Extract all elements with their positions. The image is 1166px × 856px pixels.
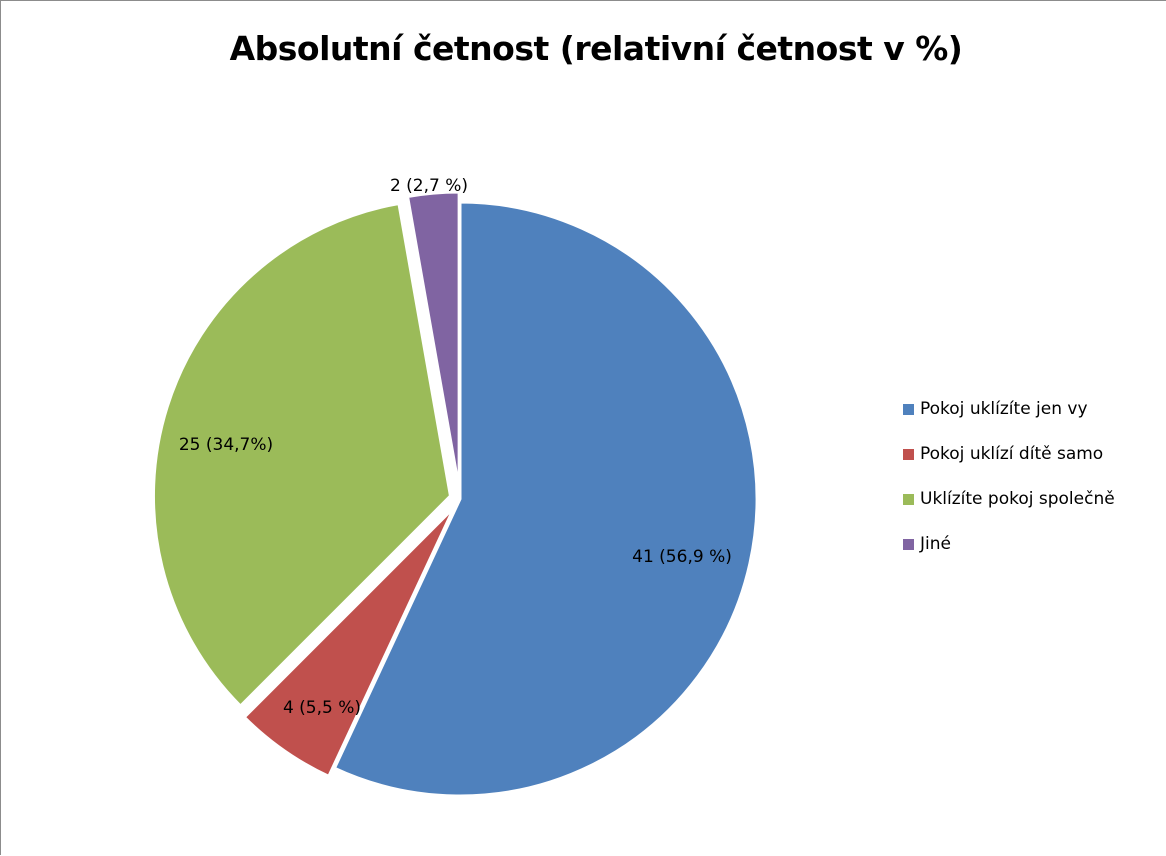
pie-slice-2 bbox=[152, 202, 452, 708]
legend-swatch-purple bbox=[903, 538, 914, 550]
chart-title: Absolutní četnost (relativní četnost v %… bbox=[229, 29, 963, 68]
legend-label: Pokoj uklízí dítě samo bbox=[920, 444, 1104, 464]
pie-data-labels: 41 (56,9 %) 4 (5,5 %) 25 (34,7%) 2 (2,7 %) bbox=[179, 176, 732, 718]
data-label-2: 25 (34,7%) bbox=[179, 435, 273, 455]
legend-label: Pokoj uklízíte jen vy bbox=[920, 399, 1088, 419]
legend-item-uklizite-pokoj-spolecne: Uklízíte pokoj společně bbox=[903, 487, 1115, 511]
pie-slice-1 bbox=[242, 505, 456, 778]
pie-slice-0 bbox=[332, 200, 759, 798]
legend-label: Jiné bbox=[920, 534, 951, 554]
legend-swatch-blue bbox=[903, 403, 914, 415]
data-label-0: 41 (56,9 %) bbox=[632, 547, 732, 567]
pie-slice-3 bbox=[406, 190, 461, 491]
data-label-1: 4 (5,5 %) bbox=[283, 698, 361, 718]
legend-item-pokoj-uklizite-jen-vy: Pokoj uklízíte jen vy bbox=[903, 397, 1115, 421]
legend-swatch-green bbox=[903, 493, 914, 505]
pie-slices bbox=[152, 190, 759, 798]
legend-item-pokoj-uklizi-dite-samo: Pokoj uklízí dítě samo bbox=[903, 442, 1115, 466]
legend-item-jine: Jiné bbox=[903, 532, 1115, 556]
chart-legend: Pokoj uklízíte jen vy Pokoj uklízí dítě … bbox=[903, 397, 1115, 577]
legend-label: Uklízíte pokoj společně bbox=[920, 489, 1115, 509]
legend-swatch-red bbox=[903, 448, 914, 460]
data-label-3: 2 (2,7 %) bbox=[390, 176, 468, 196]
